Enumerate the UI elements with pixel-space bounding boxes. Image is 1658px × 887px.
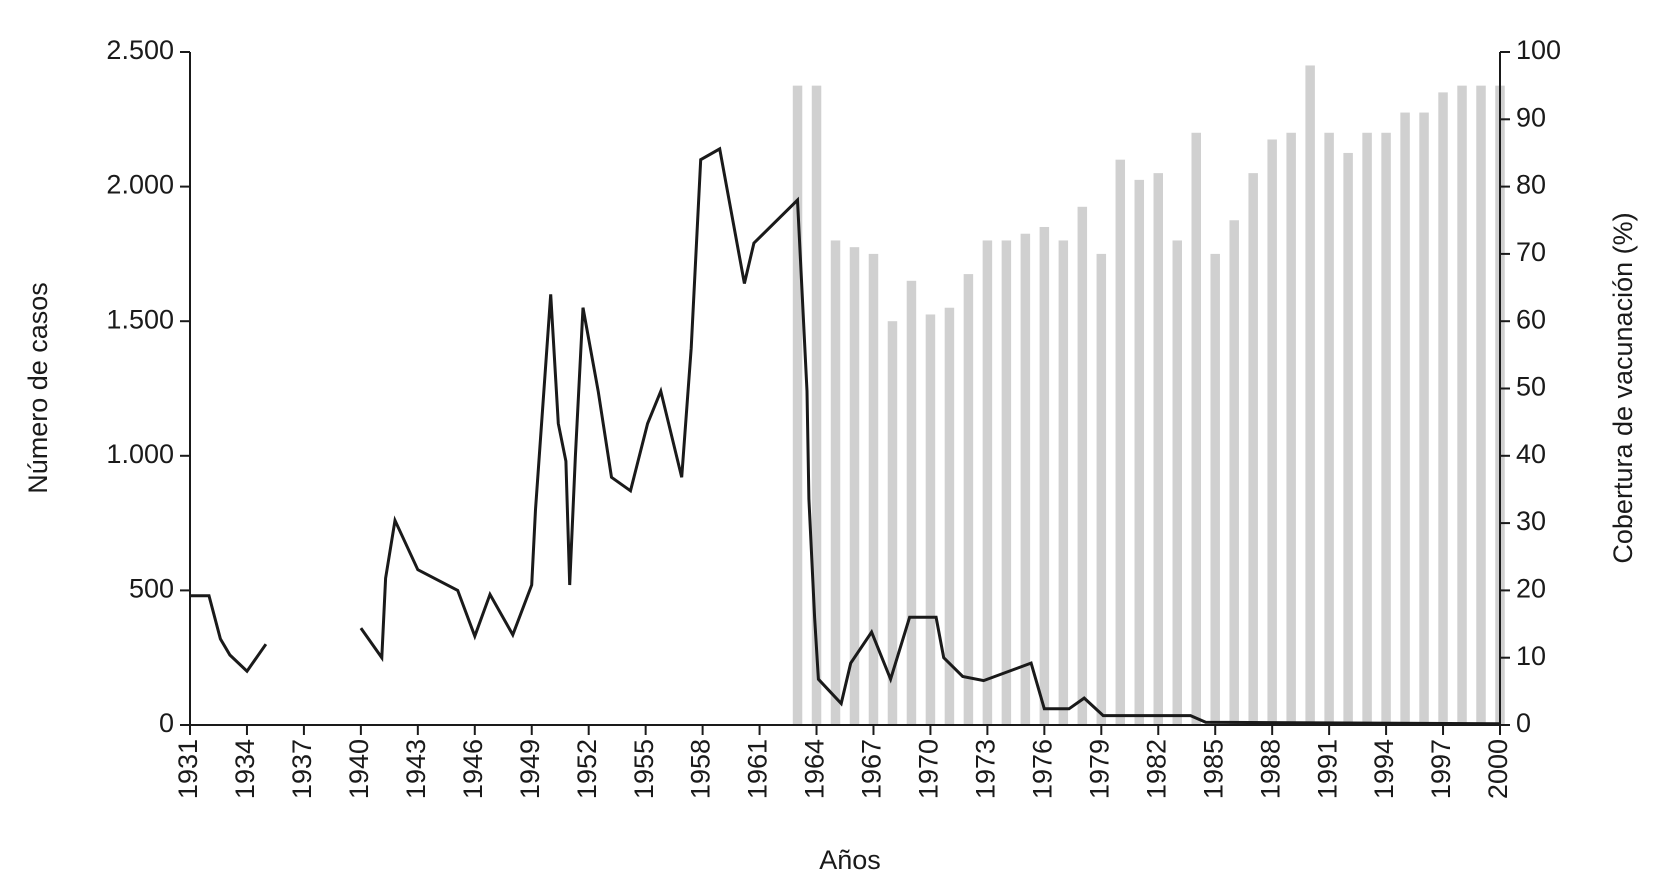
y2-tick-label: 40 <box>1516 439 1546 469</box>
x-tick-label: 1961 <box>743 739 773 799</box>
bar <box>1077 206 1088 726</box>
bar <box>982 240 993 725</box>
bar <box>1324 132 1334 725</box>
bar <box>925 314 936 725</box>
x-tick-label: 1970 <box>914 739 944 799</box>
y2-tick-label: 30 <box>1516 506 1546 536</box>
x-tick-label: 1976 <box>1027 739 1057 799</box>
bar <box>1096 253 1107 725</box>
x-tick-label: 1934 <box>230 739 260 799</box>
x-tick-label: 1937 <box>287 739 317 799</box>
y2-axis-label: Cobertura de vacunación (%) <box>1608 212 1638 563</box>
bar <box>1343 152 1353 725</box>
x-tick-label: 1988 <box>1255 739 1285 799</box>
bar <box>1438 92 1448 725</box>
bar <box>1153 173 1164 725</box>
y-tick-label: 1.000 <box>106 439 174 469</box>
y2-tick-label: 80 <box>1516 170 1546 200</box>
y-tick-label: 0 <box>159 708 174 738</box>
y-tick-label: 1.500 <box>106 304 174 334</box>
bar <box>1476 85 1486 725</box>
x-tick-label: 1994 <box>1369 739 1399 799</box>
x-axis-label: Años <box>819 845 881 875</box>
bar <box>1286 132 1296 725</box>
bar <box>1248 173 1258 725</box>
y2-tick-label: 20 <box>1516 574 1546 604</box>
bar <box>1381 132 1391 725</box>
x-tick-label: 1979 <box>1084 739 1114 799</box>
bar <box>944 307 955 725</box>
x-tick-label: 1967 <box>857 739 887 799</box>
x-tick-label: 1943 <box>401 739 431 799</box>
bar <box>1362 132 1372 725</box>
bar <box>1134 179 1145 725</box>
line <box>190 146 1501 726</box>
bar <box>1115 159 1126 725</box>
bar <box>1001 240 1012 725</box>
bar <box>849 247 860 726</box>
bar <box>906 280 917 725</box>
bar <box>1457 85 1467 725</box>
bar <box>1229 220 1239 725</box>
bar <box>1039 226 1050 726</box>
x-tick-label: 1991 <box>1312 739 1342 799</box>
x-tick-label: 1931 <box>173 739 203 799</box>
y2-tick-label: 10 <box>1516 641 1546 671</box>
bar <box>830 240 841 725</box>
bar <box>1020 233 1031 725</box>
x-tick-label: 1997 <box>1426 739 1456 799</box>
y2-tick-label: 90 <box>1516 102 1546 132</box>
bar <box>868 253 879 725</box>
bar <box>963 274 974 725</box>
bar <box>1267 139 1277 726</box>
y2-tick-label: 70 <box>1516 237 1546 267</box>
x-tick-label: 1973 <box>971 739 1001 799</box>
bar <box>1305 65 1315 725</box>
y2-tick-label: 50 <box>1516 372 1546 402</box>
x-tick-label: 1985 <box>1198 739 1228 799</box>
x-tick-label: 1964 <box>800 739 830 799</box>
y2-tick-label: 100 <box>1516 35 1561 65</box>
x-tick-label: 1946 <box>458 739 488 799</box>
y-tick-label: 2.500 <box>106 35 174 65</box>
bar <box>1210 253 1220 725</box>
x-tick-label: 1940 <box>344 739 374 799</box>
y-axis-label: Número de casos <box>23 282 53 494</box>
bar <box>1419 112 1429 725</box>
bar <box>1191 132 1201 725</box>
bar <box>792 85 803 725</box>
bar <box>1058 240 1069 725</box>
y-tick-label: 500 <box>129 574 174 604</box>
bar <box>811 85 822 725</box>
x-tick-label: 1958 <box>686 739 716 799</box>
x-tick-label: 2000 <box>1483 739 1513 799</box>
x-tick-label: 1952 <box>572 739 602 799</box>
bar <box>887 321 898 725</box>
x-tick-label: 1949 <box>515 739 545 799</box>
x-tick-label: 1982 <box>1141 739 1171 799</box>
x-tick-label: 1955 <box>629 739 659 799</box>
bar <box>1400 112 1410 725</box>
y-tick-label: 2.000 <box>106 170 174 200</box>
y2-tick-label: 0 <box>1516 708 1531 738</box>
y2-tick-label: 60 <box>1516 304 1546 334</box>
bar <box>1172 240 1182 725</box>
